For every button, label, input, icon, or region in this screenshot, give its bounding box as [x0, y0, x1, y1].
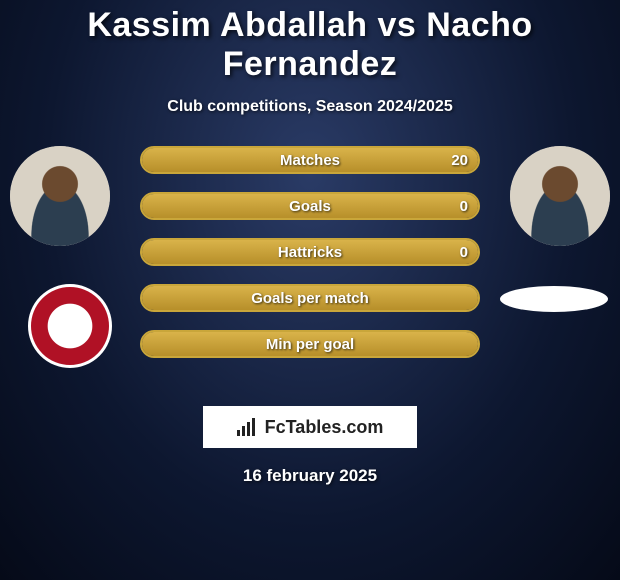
brand-box: FcTables.com	[203, 406, 417, 448]
stat-label: Hattricks	[142, 240, 478, 264]
stat-label: Min per goal	[142, 332, 478, 356]
bar-chart-icon	[237, 418, 255, 436]
stat-rows: Matches 20 Goals 0 Hattricks 0 Goals per…	[140, 146, 480, 358]
stat-right-value: 0	[450, 240, 478, 264]
player-left-photo	[10, 146, 110, 246]
silhouette-icon	[10, 146, 110, 246]
club-badge-left	[28, 284, 112, 368]
silhouette-icon	[510, 146, 610, 246]
stat-right-value: 0	[450, 194, 478, 218]
page-subtitle: Club competitions, Season 2024/2025	[0, 98, 620, 116]
stat-right-value	[458, 286, 478, 310]
stat-row: Min per goal	[140, 330, 480, 358]
stat-label: Matches	[142, 148, 478, 172]
brand-text: FcTables.com	[265, 417, 384, 438]
page-title: Kassim Abdallah vs Nacho Fernandez	[0, 0, 620, 84]
infographic-root: Kassim Abdallah vs Nacho Fernandez Club …	[0, 0, 620, 486]
stat-row: Goals 0	[140, 192, 480, 220]
player-right-photo	[510, 146, 610, 246]
stat-row: Hattricks 0	[140, 238, 480, 266]
stat-row: Goals per match	[140, 284, 480, 312]
stat-right-value: 20	[441, 148, 478, 172]
club-badge-right	[500, 286, 608, 312]
stat-row: Matches 20	[140, 146, 480, 174]
stat-right-value	[458, 332, 478, 356]
comparison-area: Matches 20 Goals 0 Hattricks 0 Goals per…	[0, 152, 620, 388]
generated-date: 16 february 2025	[0, 466, 620, 486]
stat-label: Goals	[142, 194, 478, 218]
stat-label: Goals per match	[142, 286, 478, 310]
